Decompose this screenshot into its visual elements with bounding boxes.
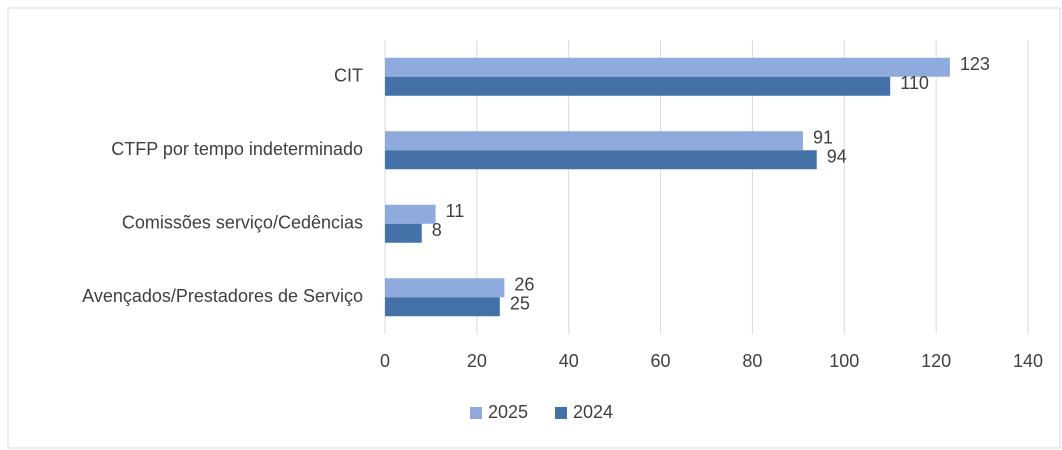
bar: [385, 204, 436, 224]
x-tick-label: 120: [921, 351, 951, 371]
bar: [385, 150, 817, 170]
x-tick-label: 100: [829, 351, 859, 371]
x-tick-label: 60: [651, 351, 671, 371]
bar: [385, 223, 422, 243]
bar: [385, 57, 950, 77]
bar: [385, 297, 500, 317]
data-label: 91: [813, 128, 833, 148]
x-tick-label: 140: [1013, 351, 1043, 371]
data-label: 94: [827, 147, 847, 167]
x-tick-label: 40: [559, 351, 579, 371]
legend-swatch: [470, 407, 482, 419]
y-tick-label: CIT: [334, 66, 363, 86]
bar: [385, 131, 803, 151]
x-tick-label: 80: [742, 351, 762, 371]
data-label: 25: [510, 294, 530, 314]
legend-swatch: [555, 407, 567, 419]
bar: [385, 278, 505, 298]
y-tick-label: Comissões serviço/Cedências: [122, 213, 363, 233]
legend-label: 2024: [573, 402, 613, 422]
y-tick-label: CTFP por tempo indeterminado: [111, 139, 363, 159]
bar: [385, 76, 891, 96]
data-label: 123: [960, 54, 990, 74]
legend-label: 2025: [488, 402, 528, 422]
x-tick-label: 0: [380, 351, 390, 371]
y-tick-label: Avençados/Prestadores de Serviço: [82, 286, 363, 306]
data-label: 11: [446, 201, 465, 221]
data-label: 8: [432, 220, 442, 240]
data-label: 26: [514, 275, 534, 295]
data-label: 110: [900, 73, 929, 93]
x-tick-label: 20: [467, 351, 487, 371]
